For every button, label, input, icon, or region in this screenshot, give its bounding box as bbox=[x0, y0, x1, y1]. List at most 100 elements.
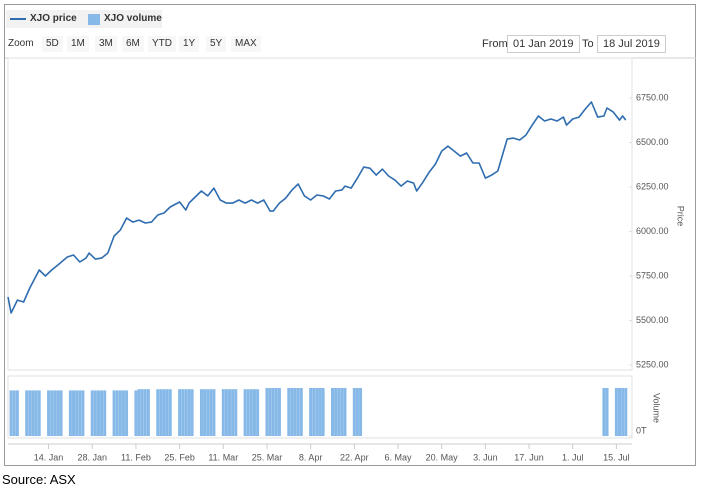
y-tick-label: 5250.00 bbox=[636, 359, 669, 369]
zoom-button[interactable]: YTD bbox=[148, 36, 176, 52]
zoom-button[interactable]: 5D bbox=[42, 36, 63, 52]
volume-bar bbox=[72, 390, 76, 436]
volume-bar bbox=[352, 388, 356, 436]
volume-bar bbox=[31, 390, 35, 436]
volume-bar bbox=[181, 389, 185, 436]
x-tick-label: 17. Jun bbox=[514, 452, 544, 462]
y-tick-label: 5750.00 bbox=[636, 270, 669, 280]
volume-bar bbox=[290, 388, 294, 436]
legend-label[interactable]: XJO price bbox=[30, 13, 77, 24]
volume-bar bbox=[37, 390, 41, 436]
volume-bar bbox=[343, 388, 347, 436]
x-tick-label: 11. Feb bbox=[121, 452, 151, 462]
volume-bar bbox=[212, 389, 216, 436]
volume-bar bbox=[256, 389, 260, 436]
volume-bar bbox=[618, 388, 622, 436]
volume-bar bbox=[187, 389, 191, 436]
x-tick-label: 25. Mar bbox=[252, 452, 283, 462]
volume-bar bbox=[156, 389, 160, 436]
volume-bar bbox=[312, 388, 316, 436]
volume-bar bbox=[315, 388, 319, 436]
chart-frame bbox=[4, 4, 696, 466]
volume-bar bbox=[47, 390, 51, 436]
volume-bar bbox=[203, 389, 207, 436]
volume-bar bbox=[53, 390, 57, 436]
y-tick-label: 6000.00 bbox=[636, 226, 669, 236]
from-label: From bbox=[482, 38, 508, 50]
legend: XJO price XJO volume bbox=[6, 10, 162, 28]
x-tick-label: 11. Mar bbox=[208, 452, 238, 462]
volume-bar bbox=[184, 389, 188, 436]
volume-bar bbox=[624, 388, 628, 436]
x-tick-label: 20. May bbox=[426, 452, 459, 462]
y2-tick-label: 0T bbox=[636, 425, 647, 435]
volume-bar bbox=[159, 389, 163, 436]
zoom-button[interactable]: 1Y bbox=[179, 36, 200, 52]
volume-bar bbox=[224, 389, 228, 436]
volume-bar bbox=[209, 389, 213, 436]
volume-bar bbox=[115, 390, 119, 436]
volume-bar bbox=[81, 390, 85, 436]
x-tick-label: 3. Jun bbox=[473, 452, 498, 462]
volume-bar bbox=[274, 388, 278, 436]
volume-bar bbox=[137, 389, 141, 436]
volume-bar bbox=[605, 388, 609, 436]
x-tick-label: 28. Jan bbox=[77, 452, 107, 462]
x-tick-label: 1. Jul bbox=[562, 452, 584, 462]
volume-bar bbox=[602, 388, 606, 436]
volume-bar bbox=[78, 390, 82, 436]
volume-bar bbox=[234, 389, 238, 436]
volume-bar bbox=[50, 390, 54, 436]
volume-panel bbox=[7, 375, 633, 439]
volume-bar bbox=[359, 388, 363, 436]
zoom-button[interactable]: 6M bbox=[122, 36, 144, 52]
volume-bar bbox=[15, 390, 19, 436]
volume-bar bbox=[330, 388, 334, 436]
volume-bar bbox=[355, 388, 359, 436]
legend-square-icon[interactable] bbox=[88, 14, 100, 25]
volume-bar bbox=[340, 388, 344, 436]
volume-bar bbox=[140, 389, 144, 436]
y-tick-label: 5500.00 bbox=[636, 315, 669, 325]
volume-bar bbox=[165, 389, 169, 436]
volume-bar bbox=[25, 390, 29, 436]
volume-bar bbox=[103, 390, 107, 436]
volume-bar bbox=[9, 390, 13, 436]
volume-bar bbox=[252, 389, 256, 436]
volume-bar bbox=[121, 390, 125, 436]
price-panel bbox=[7, 57, 633, 371]
volume-bar bbox=[228, 389, 232, 436]
volume-bar bbox=[90, 390, 94, 436]
caption: Source: ASX bbox=[2, 472, 76, 487]
volume-bar bbox=[168, 389, 172, 436]
volume-bar bbox=[59, 390, 63, 436]
volume-bar bbox=[28, 390, 32, 436]
volume-bar bbox=[334, 388, 338, 436]
zoom-button[interactable]: MAX bbox=[231, 36, 261, 52]
volume-bar bbox=[178, 389, 182, 436]
volume-bar bbox=[246, 389, 250, 436]
volume-bar bbox=[296, 388, 300, 436]
volume-bar bbox=[206, 389, 210, 436]
zoom-button[interactable]: 5Y bbox=[206, 36, 227, 52]
from-date-input[interactable]: 01 Jan 2019 bbox=[507, 35, 580, 53]
x-tick-label: 6. May bbox=[384, 452, 412, 462]
to-date-input[interactable]: 18 Jul 2019 bbox=[597, 35, 666, 53]
volume-bar bbox=[118, 390, 122, 436]
zoom-label: Zoom bbox=[8, 38, 34, 49]
chart: 5250.00 5500.00 5750.00 6000.00 6250.00 6500.… bbox=[5, 57, 696, 462]
price-line bbox=[7, 101, 627, 314]
volume-bar bbox=[34, 390, 38, 436]
x-tick-label: 15. Jul bbox=[603, 452, 630, 462]
zoom-button[interactable]: 3M bbox=[95, 36, 117, 52]
volume-bar bbox=[75, 390, 79, 436]
x-tick-label: 25. Feb bbox=[164, 452, 195, 462]
legend-line-icon[interactable] bbox=[10, 18, 26, 20]
legend-label[interactable]: XJO volume bbox=[104, 13, 162, 24]
volume-bar bbox=[12, 390, 16, 436]
volume-bar bbox=[162, 389, 166, 436]
to-label: To bbox=[582, 38, 594, 50]
volume-bar bbox=[231, 389, 235, 436]
zoom-button[interactable]: 1M bbox=[67, 36, 89, 52]
